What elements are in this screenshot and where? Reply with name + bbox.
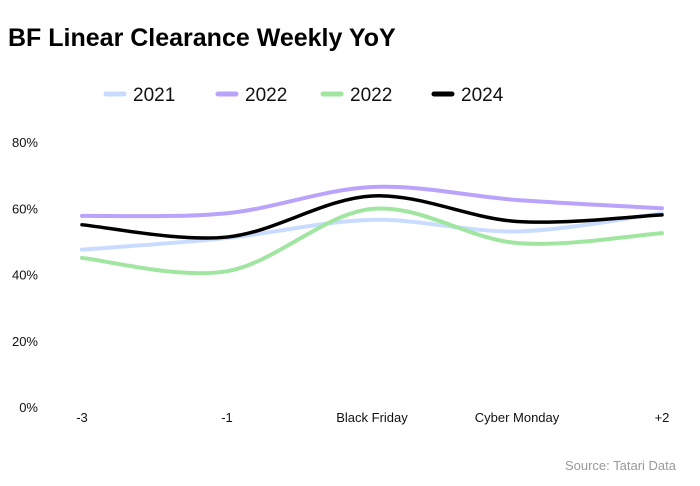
legend-label: 2022: [350, 85, 392, 106]
series-line-2: [80, 206, 664, 276]
series-line-1: [80, 184, 664, 219]
legend-label: 2024: [461, 85, 504, 106]
x-tick-label: Black Friday: [336, 410, 408, 425]
series-line-3: [80, 194, 664, 240]
series-line-0: [80, 211, 664, 252]
y-axis: 0% 20% 40% 60% 80%: [12, 135, 38, 415]
x-tick-label: -1: [221, 410, 233, 425]
legend-item: 2024: [431, 85, 504, 106]
x-tick-label: Cyber Monday: [475, 410, 560, 425]
legend: 2021 2022 2022 2024: [103, 85, 504, 106]
source-note: Source: Tatari Data: [565, 458, 677, 473]
legend-item: 2022: [215, 85, 287, 106]
x-axis: -3 -1 Black Friday Cyber Monday +2: [76, 410, 669, 425]
y-tick-label: 80%: [12, 135, 38, 150]
y-tick-label: 20%: [12, 334, 38, 349]
x-tick-label: -3: [76, 410, 88, 425]
x-tick-label: +2: [655, 410, 670, 425]
legend-label: 2021: [133, 85, 175, 106]
legend-item: 2021: [103, 85, 175, 106]
legend-item: 2022: [320, 85, 392, 106]
legend-label: 2022: [245, 85, 287, 106]
y-tick-label: 0%: [19, 400, 38, 415]
chart-title: BF Linear Clearance Weekly YoY: [8, 24, 396, 52]
y-tick-label: 40%: [12, 268, 38, 283]
y-tick-label: 60%: [12, 201, 38, 216]
series-lines: [80, 184, 664, 276]
